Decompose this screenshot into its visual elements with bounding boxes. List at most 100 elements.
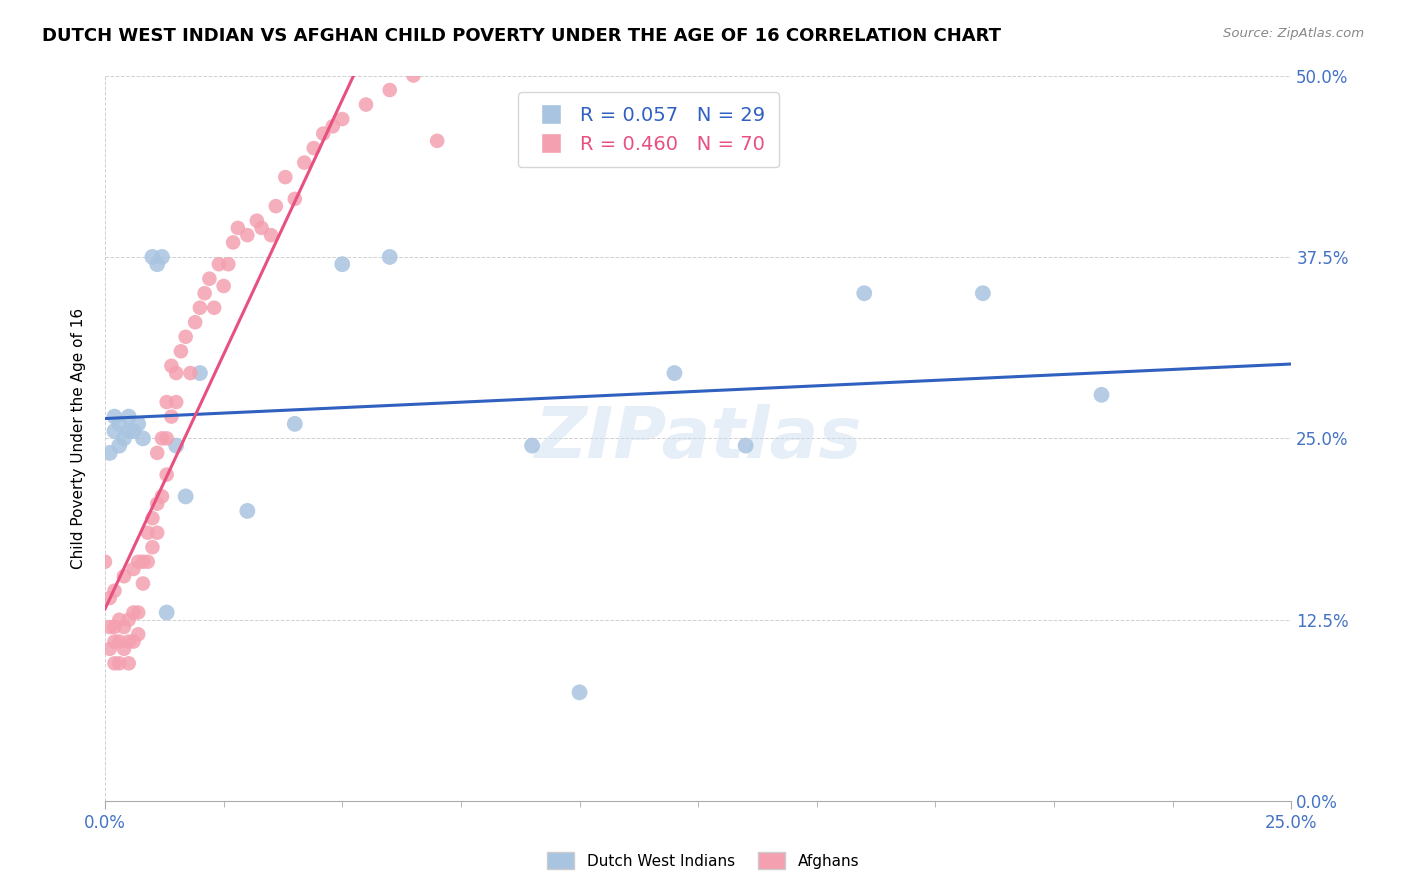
Point (568, 685, 591, 699)
Point (156, 606, 179, 620)
Point (112, 431, 135, 445)
Point (108, 439, 131, 453)
Point (122, 634, 145, 648)
Point (972, 286, 994, 301)
Point (198, 271, 221, 285)
Point (165, 395, 187, 409)
Point (264, 199, 287, 213)
Point (118, 409, 141, 424)
Point (146, 446, 169, 460)
Point (156, 431, 179, 445)
Point (160, 409, 183, 424)
Point (165, 366, 187, 380)
Point (236, 228, 259, 243)
Point (322, 120, 344, 134)
Point (378, 250, 401, 264)
Legend: R = 0.057   N = 29, R = 0.460   N = 70: R = 0.057 N = 29, R = 0.460 N = 70 (517, 93, 779, 168)
Point (112, 641, 135, 656)
Point (98, 641, 121, 656)
Point (165, 439, 187, 453)
Point (222, 235, 245, 250)
Point (146, 497, 169, 511)
Point (160, 359, 183, 373)
Point (108, 657, 131, 671)
Point (284, 417, 307, 431)
Point (174, 330, 197, 344)
Point (208, 257, 231, 271)
Point (118, 424, 141, 438)
Point (402, 69, 425, 83)
Point (146, 525, 169, 540)
Point (170, 344, 193, 359)
Point (122, 562, 145, 576)
Point (127, 417, 149, 431)
Point (112, 620, 135, 634)
Point (136, 525, 159, 540)
Point (118, 634, 141, 648)
Y-axis label: Child Poverty Under the Age of 16: Child Poverty Under the Age of 16 (72, 308, 86, 569)
Point (246, 213, 269, 227)
Point (98, 591, 121, 605)
Point (118, 613, 141, 627)
Point (330, 257, 353, 271)
Point (150, 431, 173, 445)
Point (330, 112, 353, 126)
Point (141, 250, 163, 264)
Point (132, 431, 155, 445)
Point (1090, 388, 1112, 402)
Point (312, 127, 335, 141)
Point (108, 417, 131, 431)
Point (127, 627, 149, 641)
Point (260, 228, 283, 243)
Point (156, 395, 179, 409)
Legend: Dutch West Indians, Afghans: Dutch West Indians, Afghans (541, 846, 865, 875)
Point (156, 467, 179, 482)
Point (426, 134, 449, 148)
Point (188, 301, 211, 315)
Point (292, 155, 315, 169)
Point (226, 221, 249, 235)
Point (118, 657, 141, 671)
Point (184, 315, 207, 329)
Point (103, 409, 125, 424)
Point (734, 439, 756, 453)
Point (520, 439, 543, 453)
Point (174, 490, 197, 504)
Point (194, 286, 217, 301)
Point (132, 555, 155, 569)
Point (103, 657, 125, 671)
Point (150, 490, 173, 504)
Point (284, 192, 307, 206)
Text: ZIPatlas: ZIPatlas (534, 404, 862, 473)
Point (853, 286, 876, 301)
Point (250, 221, 273, 235)
Text: Source: ZipAtlas.com: Source: ZipAtlas.com (1223, 27, 1364, 40)
Point (103, 424, 125, 438)
Point (127, 555, 149, 569)
Point (136, 555, 159, 569)
Point (132, 576, 155, 591)
Point (127, 606, 149, 620)
Point (103, 634, 125, 648)
Point (202, 301, 225, 315)
Point (274, 170, 297, 185)
Point (378, 83, 401, 97)
Point (141, 511, 163, 525)
Point (94, 555, 117, 569)
Text: DUTCH WEST INDIAN VS AFGHAN CHILD POVERTY UNDER THE AGE OF 16 CORRELATION CHART: DUTCH WEST INDIAN VS AFGHAN CHILD POVERT… (42, 27, 1001, 45)
Point (236, 504, 259, 518)
Point (664, 366, 686, 380)
Point (188, 366, 211, 380)
Point (108, 613, 131, 627)
Point (98, 446, 121, 460)
Point (146, 257, 169, 271)
Point (112, 569, 135, 583)
Point (122, 424, 145, 438)
Point (212, 279, 235, 293)
Point (179, 366, 201, 380)
Point (103, 583, 125, 598)
Point (354, 97, 377, 112)
Point (150, 250, 173, 264)
Point (217, 257, 239, 271)
Point (141, 540, 163, 554)
